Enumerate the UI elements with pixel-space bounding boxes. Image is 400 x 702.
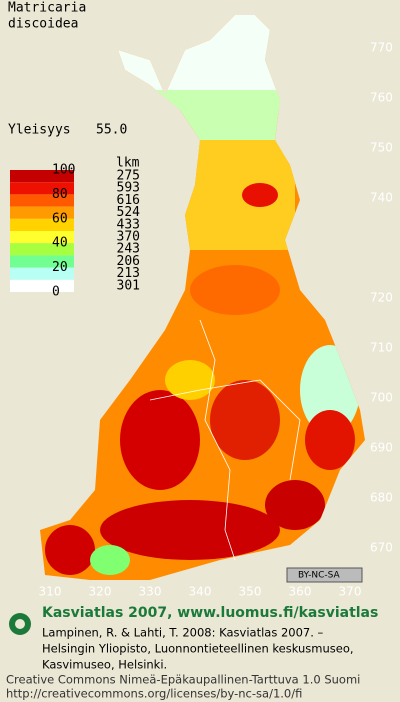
footer-heading: Kasviatlas 2007, www.luomus.fi/kasviatla… [42, 605, 378, 621]
northing-label: 710 [370, 341, 393, 355]
northing-label: 740 [370, 191, 393, 205]
northing-label: 750 [370, 141, 393, 155]
title: Matricaria [8, 1, 86, 16]
license-badge [286, 567, 363, 583]
northing-label: 700 [370, 391, 393, 405]
scale-label: 80 [52, 187, 68, 202]
license-badge-text: BY-NC-SA [298, 571, 341, 581]
easting-label: 360 [289, 585, 312, 599]
title: discoidea [8, 17, 78, 32]
legend-swatch [10, 267, 74, 280]
citation: Lampinen, R. & Lahti, T. 2008: Kasviatla… [42, 626, 324, 640]
count: 370 [117, 230, 140, 245]
legend: 100 80 60 40 20 0 2755936165244333702432062133… [10, 163, 140, 300]
legend-swatch [10, 255, 74, 268]
scale-label: 40 [52, 236, 68, 251]
license: http://creativecommons.org/licenses/by-n… [6, 687, 302, 701]
legend-swatch [10, 218, 74, 231]
easting-label: 370 [339, 585, 362, 599]
easting-label: 350 [239, 585, 262, 599]
license: Creative Commons Nimeä-Epäkaupallinen-Ta… [6, 673, 360, 687]
northing-label: 760 [370, 91, 393, 105]
count: 301 [117, 278, 140, 293]
legend-swatch [10, 170, 74, 183]
easting-label: 330 [139, 585, 162, 599]
count: 213 [117, 266, 140, 281]
legend-swatch [10, 231, 74, 244]
legend-swatch [10, 243, 74, 256]
northing-label: 670 [370, 541, 393, 555]
count-header: lkm [116, 156, 140, 171]
legend-swatch [10, 194, 74, 207]
scale-label: 100 [52, 163, 75, 178]
count: 616 [117, 193, 140, 208]
easting-label: 340 [189, 585, 212, 599]
count: 243 [117, 242, 140, 257]
grid-labels: 770 760 750 740 720 710 700 690 680 670 310 320 330 3… [39, 41, 393, 599]
count: 524 [117, 205, 141, 220]
northing-label: 690 [370, 441, 393, 455]
map [40, 15, 365, 580]
logo [9, 613, 31, 635]
citation: Helsingin Yliopisto, Luonnontieteellinen… [42, 642, 354, 656]
scale-label: 60 [52, 211, 68, 226]
northing-label: 720 [370, 291, 393, 305]
northing-label: 770 [370, 41, 393, 55]
citation: Kasvimuseo, Helsinki. [42, 658, 167, 672]
legend-swatch [10, 206, 74, 219]
region-border [199, 319, 236, 561]
easting-label: 310 [39, 585, 62, 599]
frequency-value: 55.0 [96, 123, 127, 138]
legend-swatch [10, 279, 74, 292]
frequency-label: Yleisyys [8, 123, 71, 138]
count: 433 [117, 217, 140, 232]
legend-swatch [10, 182, 74, 195]
region-border [149, 379, 301, 481]
count: 593 [117, 181, 140, 196]
northing-label: 680 [370, 491, 393, 505]
scale-label: 0 [52, 285, 60, 300]
scale-label: 20 [52, 260, 68, 275]
easting-label: 320 [89, 585, 112, 599]
count: 275 [117, 169, 140, 184]
count: 206 [117, 254, 140, 269]
